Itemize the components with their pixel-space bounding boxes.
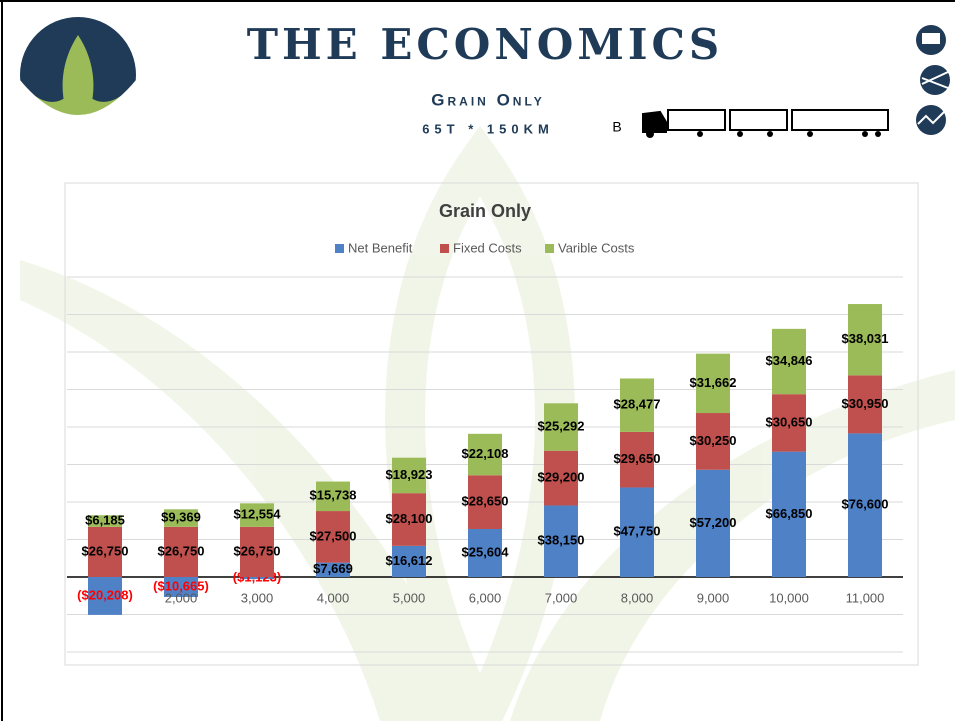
bar-segment [544, 403, 578, 451]
data-label: $28,477 [614, 397, 661, 412]
data-label: $6,185 [85, 512, 125, 527]
bar-segment [620, 487, 654, 577]
x-tick-label: 7,000 [545, 590, 578, 605]
bar-segment [468, 433, 502, 476]
bar-segment [240, 526, 274, 577]
data-label: $25,604 [462, 544, 510, 559]
data-label: $9,369 [161, 509, 201, 524]
slide-title: The Economics [247, 20, 723, 69]
data-label: $66,850 [766, 506, 813, 521]
legend-swatch [545, 244, 554, 253]
x-tick-label: 6,000 [469, 590, 502, 605]
legend-swatch [335, 244, 344, 253]
data-label: $31,662 [690, 375, 737, 390]
bar-segment [620, 378, 654, 432]
legend-label: Net Benefit [348, 240, 413, 255]
bar-segment [772, 451, 806, 577]
data-label: $18,923 [386, 467, 433, 482]
data-label: $47,750 [614, 524, 661, 539]
data-label: $76,600 [842, 497, 889, 512]
data-label: ($10,665) [153, 578, 209, 593]
x-tick-label: 5,000 [393, 590, 426, 605]
bar-segment [696, 353, 730, 414]
data-label: $25,292 [538, 418, 585, 433]
truck-icon [642, 109, 889, 138]
data-label: $30,250 [690, 433, 737, 448]
data-label: $7,669 [313, 561, 353, 576]
watermark [20, 125, 955, 721]
data-label: $34,846 [766, 353, 813, 368]
bar-segment [468, 528, 502, 577]
logo [20, 17, 136, 140]
data-label: $30,950 [842, 396, 889, 411]
bar-segment [392, 457, 426, 494]
slide-detail: 65T * 150KM [422, 121, 554, 136]
bar-segment [772, 328, 806, 395]
bar-segment [696, 413, 730, 470]
bar-segment [164, 509, 198, 527]
data-label: $38,150 [538, 533, 585, 548]
data-label: $27,500 [310, 528, 357, 543]
bar-segment [164, 577, 198, 597]
data-label: $26,750 [158, 543, 205, 558]
bar-segment [848, 304, 882, 376]
bar-segment [164, 526, 198, 577]
bar-segment [88, 526, 122, 577]
bar-segment [392, 493, 426, 546]
x-tick-label: 2,000 [165, 590, 198, 605]
bar-segment [848, 375, 882, 434]
bar-segment [240, 503, 274, 527]
legend-label: Varible Costs [558, 240, 635, 255]
data-label: $26,750 [234, 543, 281, 558]
bar-segment [696, 469, 730, 577]
bar-segment [88, 577, 122, 615]
x-tick-label: 9,000 [697, 590, 730, 605]
side-icons [916, 25, 950, 135]
bar-segment [772, 394, 806, 452]
data-label: $16,612 [386, 553, 433, 568]
data-label: $22,108 [462, 446, 509, 461]
bar-segment [316, 562, 350, 577]
data-label: $12,554 [234, 507, 282, 522]
bar-segment [468, 475, 502, 529]
slide-subtitle: Grain Only [431, 90, 544, 109]
data-label: $28,100 [386, 511, 433, 526]
bar-segment [316, 481, 350, 512]
data-label: $38,031 [842, 331, 889, 346]
x-tick-label: 3,000 [241, 590, 274, 605]
data-label: $15,738 [310, 488, 357, 503]
legend-swatch [440, 244, 449, 253]
data-label: $57,200 [690, 515, 737, 530]
x-tick-label: 11,000 [846, 590, 885, 605]
data-label: $29,650 [614, 451, 661, 466]
x-tick-label: 10,000 [769, 590, 809, 605]
data-label: ($20,208) [77, 587, 133, 602]
bar-segment [620, 431, 654, 488]
chart-frame [64, 182, 919, 666]
data-label: $30,650 [766, 414, 813, 429]
bar-segment [392, 545, 426, 577]
bar-segment [240, 577, 274, 580]
data-label: $26,750 [82, 543, 129, 558]
bar-segment [88, 515, 122, 527]
legend-label: Fixed Costs [453, 240, 522, 255]
x-tick-label: 8,000 [621, 590, 654, 605]
bar-segment [316, 511, 350, 563]
x-tick-label: 4,000 [317, 590, 350, 605]
bar-segment [544, 450, 578, 506]
bar-segment [848, 433, 882, 577]
chart-title: Grain Only [439, 201, 531, 221]
data-label: $29,200 [538, 470, 585, 485]
bar-segment [544, 505, 578, 577]
data-label: $28,650 [462, 494, 509, 509]
truck-label: B [612, 119, 621, 135]
